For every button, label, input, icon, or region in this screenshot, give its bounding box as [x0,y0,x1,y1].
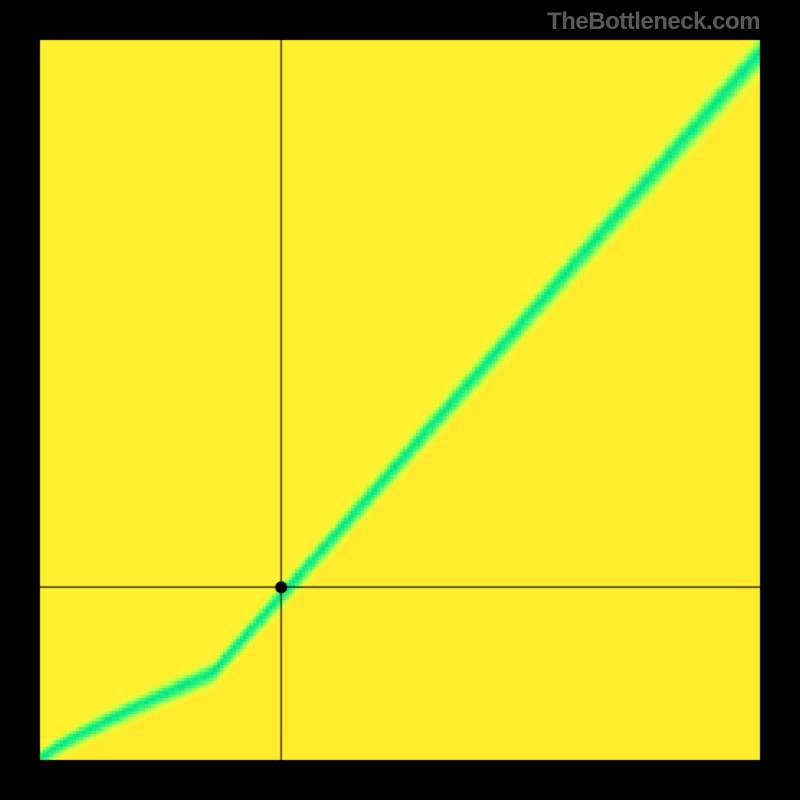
bottleneck-heatmap [0,0,800,800]
watermark-text: TheBottleneck.com [547,8,760,36]
